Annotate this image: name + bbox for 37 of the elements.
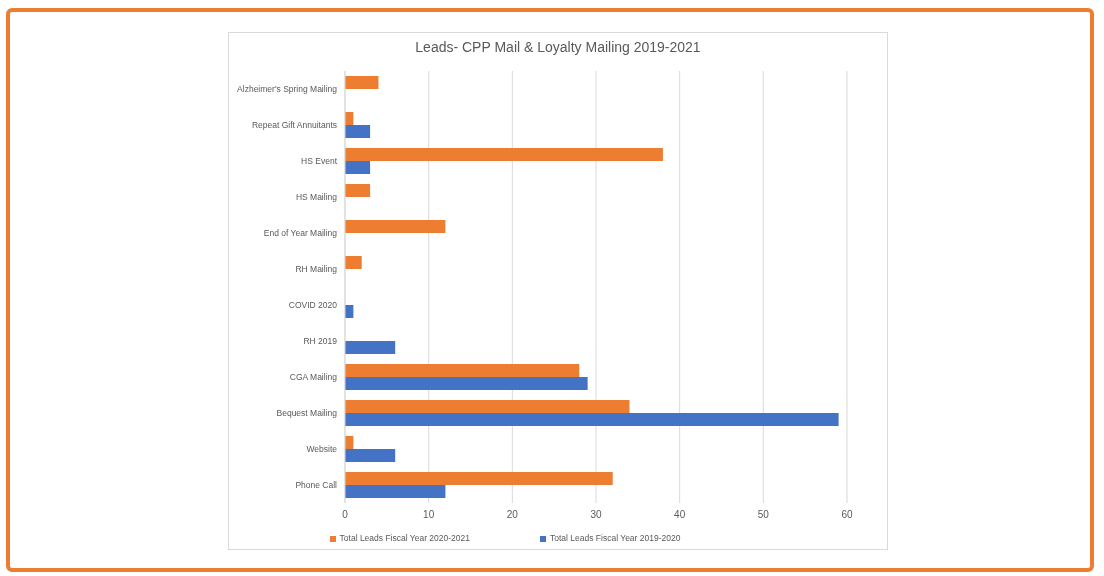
x-tick-label: 30 — [590, 509, 602, 521]
y-tick-label: HS Event — [301, 156, 338, 166]
bar — [345, 364, 580, 377]
bar — [345, 400, 630, 413]
bar — [345, 472, 613, 485]
y-tick-label: Bequest Mailing — [276, 408, 338, 418]
chart-title: Leads- CPP Mail & Loyalty Mailing 2019-2021 — [414, 39, 702, 55]
x-tick-label: 50 — [757, 509, 770, 521]
bar — [345, 220, 446, 233]
legend-label: Total Leads Fiscal Year 2019-2020 — [550, 533, 681, 543]
legend-label: Total Leads Fiscal Year 2020-2021 — [339, 533, 470, 543]
y-tick-label: RH Mailing — [295, 264, 338, 274]
x-tick-label: 60 — [841, 509, 853, 521]
y-tick-label: COVID 2020 — [288, 300, 338, 310]
y-tick-label: HS Mailing — [295, 192, 338, 202]
bar — [345, 184, 371, 197]
bar — [345, 377, 588, 390]
y-tick-label: End of Year Mailing — [263, 228, 338, 238]
x-tick-label: 20 — [506, 509, 519, 521]
y-tick-label: Alzheimer's Spring Mailing — [237, 84, 338, 94]
bar — [345, 76, 379, 89]
y-tick-label: Website — [306, 444, 338, 454]
y-tick-label: Repeat Gift Annuitants — [251, 120, 337, 130]
x-tick-label: 10 — [423, 509, 435, 521]
y-tick-label: Phone Call — [295, 480, 338, 490]
bar — [345, 341, 396, 354]
bar — [345, 413, 839, 426]
bar — [345, 148, 663, 161]
x-tick-label: 0 — [342, 509, 349, 521]
x-tick-label: 40 — [674, 509, 686, 521]
y-tick-label: RH 2019 — [303, 336, 338, 346]
bar — [345, 161, 371, 174]
bar — [345, 256, 362, 269]
y-tick-label: CGA Mailing — [289, 372, 338, 382]
bar — [345, 449, 396, 462]
bar — [345, 125, 371, 138]
bar — [345, 485, 446, 498]
